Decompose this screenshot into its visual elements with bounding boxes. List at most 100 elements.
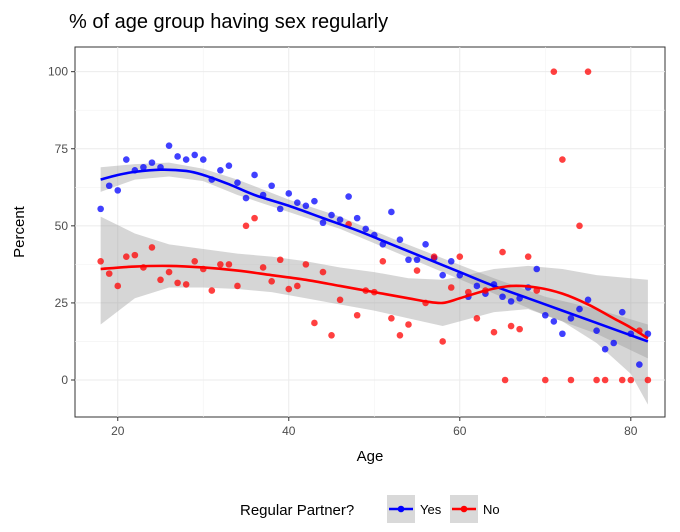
data-point-no <box>285 285 293 293</box>
x-axis-title: Age <box>357 448 384 465</box>
y-tick-label: 50 <box>55 219 69 233</box>
axes: 20 40 60 80 0 25 50 75 100 <box>48 65 638 438</box>
data-point-no <box>413 267 421 274</box>
data-point-yes <box>636 361 643 368</box>
data-point-no <box>601 376 609 384</box>
data-point-yes <box>345 193 352 200</box>
data-point-no <box>234 282 241 290</box>
x-tick-label: 80 <box>624 424 638 438</box>
data-point-no <box>217 261 224 268</box>
legend-point-yes <box>397 505 405 513</box>
legend: Regular Partner? Yes No <box>240 495 500 523</box>
data-point-yes <box>311 197 318 205</box>
confidence-bands <box>100 162 648 405</box>
data-point-yes <box>422 241 429 248</box>
data-point-no <box>208 287 216 294</box>
data-point-no <box>541 376 549 384</box>
data-point-no <box>524 253 532 260</box>
data-point-yes <box>251 171 258 179</box>
x-tick-label: 20 <box>111 424 125 438</box>
data-point-yes <box>567 315 575 322</box>
data-point-no <box>268 278 275 285</box>
data-point-no <box>618 376 626 384</box>
data-point-no <box>430 253 438 260</box>
data-point-no <box>499 248 506 256</box>
data-point-no <box>302 261 310 268</box>
data-point-no <box>148 244 156 251</box>
data-point-yes <box>413 256 421 264</box>
data-point-yes <box>644 330 652 338</box>
data-point-no <box>473 315 481 322</box>
data-point-no <box>131 251 139 259</box>
data-point-yes <box>105 182 113 190</box>
data-point-yes <box>584 296 592 304</box>
y-axis-title: Percent <box>11 205 28 258</box>
data-point-no <box>259 264 267 271</box>
y-tick-label: 0 <box>61 373 68 387</box>
data-point-no <box>165 268 173 276</box>
data-point-no <box>490 328 498 336</box>
data-point-no <box>157 276 164 284</box>
data-point-yes <box>97 205 104 213</box>
data-point-yes <box>328 211 335 219</box>
data-point-no <box>294 282 301 290</box>
data-point-no <box>174 279 181 287</box>
data-point-yes <box>276 205 284 213</box>
data-point-yes <box>174 153 181 160</box>
data-point-no <box>242 222 250 230</box>
data-point-yes <box>507 298 515 305</box>
data-point-no <box>105 270 113 277</box>
data-point-yes <box>242 194 250 202</box>
data-point-yes <box>165 142 173 149</box>
data-point-yes <box>353 214 361 222</box>
data-point-yes <box>601 345 609 353</box>
data-point-yes <box>148 159 156 166</box>
data-point-no <box>276 256 284 264</box>
data-point-no <box>251 214 258 222</box>
data-point-no <box>182 281 190 288</box>
data-point-yes <box>439 271 446 279</box>
data-point-yes <box>388 208 395 216</box>
data-point-no <box>456 253 464 260</box>
x-tick-label: 40 <box>282 424 296 438</box>
data-point-yes <box>362 225 370 233</box>
data-point-no <box>593 376 600 384</box>
y-tick-label: 25 <box>55 296 69 310</box>
data-point-no <box>627 376 635 384</box>
data-point-no <box>550 68 558 75</box>
data-point-yes <box>447 257 455 265</box>
legend-label-no: No <box>483 502 500 517</box>
data-point-no <box>114 282 122 290</box>
smooth-line-yes <box>100 168 649 343</box>
data-point-no <box>439 338 446 345</box>
data-point-yes <box>140 163 147 171</box>
y-tick-label: 100 <box>48 65 68 79</box>
data-point-yes <box>225 162 233 170</box>
data-point-yes <box>610 339 617 347</box>
data-point-no <box>501 376 509 384</box>
plot-panel <box>74 46 666 418</box>
data-point-yes <box>199 156 207 163</box>
data-point-no <box>311 319 318 327</box>
data-point-no <box>388 315 395 322</box>
data-point-no <box>396 331 404 339</box>
data-point-yes <box>550 318 558 325</box>
data-point-yes <box>396 236 404 244</box>
data-point-no <box>379 257 387 265</box>
data-point-no <box>584 68 592 75</box>
data-point-no <box>97 257 104 265</box>
data-point-no <box>576 222 583 230</box>
smooth-lines <box>100 168 649 343</box>
data-point-yes <box>123 156 130 163</box>
grid-lines <box>75 47 665 417</box>
data-point-yes <box>285 190 293 197</box>
data-point-yes <box>499 293 506 301</box>
data-point-yes <box>473 282 481 290</box>
data-point-no <box>567 376 575 384</box>
data-point-yes <box>541 311 549 319</box>
data-point-yes <box>593 327 600 334</box>
data-point-yes <box>405 256 412 264</box>
data-point-yes <box>559 330 566 338</box>
data-point-yes <box>319 219 327 227</box>
data-point-no <box>405 321 412 328</box>
